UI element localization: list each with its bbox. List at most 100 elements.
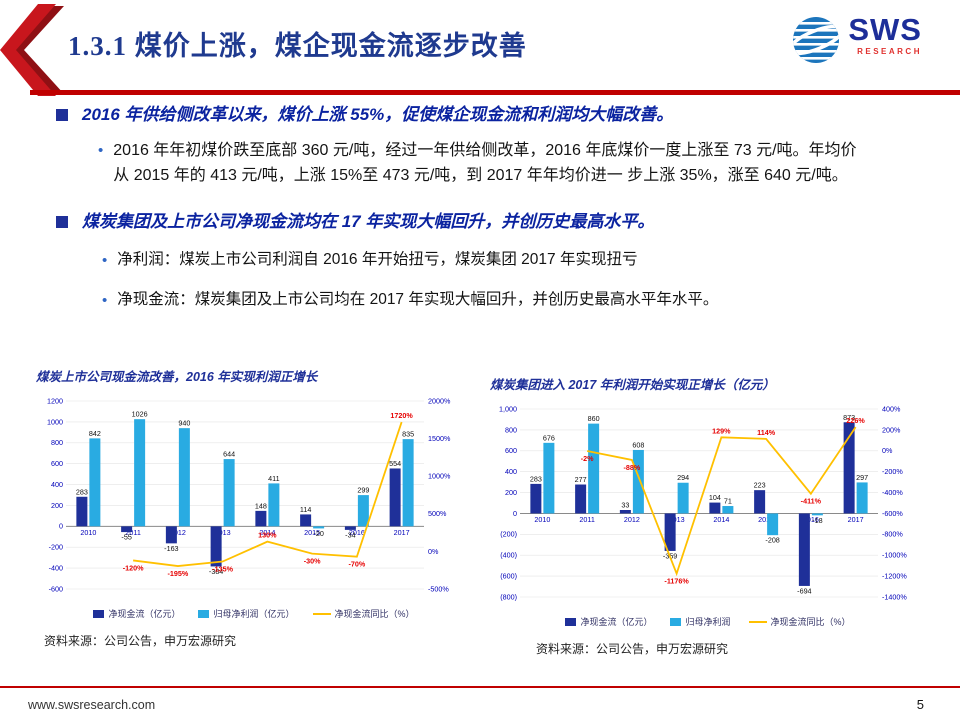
chart-legend: 净现金流（亿元） 归母净利润 净现金流同比（%） <box>480 615 936 628</box>
svg-text:644: 644 <box>223 450 235 459</box>
svg-text:(200): (200) <box>500 530 517 539</box>
svg-text:1000%: 1000% <box>428 472 451 481</box>
svg-text:800: 800 <box>505 425 517 434</box>
source-note-right: 资料来源：公司公告，申万宏源研究 <box>536 642 729 656</box>
svg-text:1,000: 1,000 <box>499 404 517 413</box>
bullet-2-title: 煤炭集团及上市公司净现金流均在 17 年实现大幅回升，并创历史最高水平。 <box>82 211 655 231</box>
svg-text:148: 148 <box>255 501 267 510</box>
svg-text:-600%: -600% <box>882 509 903 518</box>
logo-subtext: RESEARCH <box>857 47 922 56</box>
combo-chart-listed-companies: -600 -400 -200 0 200 400 600 800 1000 1200 -500% 0%… <box>47 396 451 593</box>
svg-text:2017: 2017 <box>848 515 864 524</box>
bullet-1-sub-text: 2016 年年初煤价跌至底部 360 元/吨，经过一年供给侧改革，2016 年底… <box>113 141 857 184</box>
svg-text:-1200%: -1200% <box>882 572 907 581</box>
svg-text:71: 71 <box>724 497 732 506</box>
bullet-2: 煤炭集团及上市公司净现金流均在 17 年实现大幅回升，并创历史最高水平。 <box>56 211 932 234</box>
content-area: 2016 年供给侧改革以来，煤价上涨 55%，促使煤企现金流和利润均大幅改善。 … <box>56 104 932 312</box>
svg-text:-208: -208 <box>765 536 779 545</box>
legend-item: 归母净利润 <box>670 615 731 628</box>
svg-text:2012: 2012 <box>624 515 640 524</box>
svg-text:2000%: 2000% <box>428 396 451 405</box>
bullet-1-title: 2016 年供给侧改革以来，煤价上涨 55%，促使煤企现金流和利润均大幅改善。 <box>82 105 674 124</box>
svg-text:223: 223 <box>754 481 766 490</box>
svg-text:277: 277 <box>575 475 587 484</box>
svg-text:600: 600 <box>51 459 63 468</box>
svg-text:1000: 1000 <box>47 417 63 426</box>
svg-text:1720%: 1720% <box>390 411 413 420</box>
svg-text:1026: 1026 <box>132 410 148 419</box>
sws-logo: SWS RESEARCH <box>790 14 922 66</box>
svg-text:-600: -600 <box>49 584 63 593</box>
svg-text:-163: -163 <box>164 544 178 553</box>
square-bullet-icon <box>56 215 68 228</box>
svg-text:1500%: 1500% <box>428 434 451 443</box>
footer-divider <box>0 686 960 688</box>
svg-text:-34: -34 <box>345 530 355 539</box>
dot-bullet-icon: • <box>98 141 104 159</box>
svg-text:835: 835 <box>402 430 414 439</box>
svg-text:-135%: -135% <box>212 565 233 574</box>
bullet-1: 2016 年供给侧改革以来，煤价上涨 55%，促使煤企现金流和利润均大幅改善。 <box>56 104 932 127</box>
bullet-1-paragraph: • 2016 年年初煤价跌至底部 360 元/吨，经过一年供给侧改革，2016 … <box>98 139 868 189</box>
svg-text:400: 400 <box>51 480 63 489</box>
dot-bullet-icon: • <box>102 252 108 270</box>
header-divider <box>30 90 960 95</box>
legend-item: 净现金流（亿元） <box>565 615 652 628</box>
svg-text:-18: -18 <box>812 516 822 525</box>
square-bullet-icon <box>56 109 68 121</box>
svg-text:200: 200 <box>505 488 517 497</box>
chart-block-listed-companies: 煤炭上市公司现金流改善，2016 年实现利润正增长 -600 -400 -200 0 2… <box>26 366 482 649</box>
svg-text:2015: 2015 <box>304 528 320 537</box>
svg-text:294: 294 <box>677 473 689 482</box>
legend-item: 净现金流（亿元） <box>93 607 180 620</box>
svg-text:-20: -20 <box>313 529 323 538</box>
svg-text:873: 873 <box>843 413 855 422</box>
combo-chart-coal-groups: (800) (600) (400) (200) 0 200 400 600 800 1,000 -1… <box>499 404 907 601</box>
svg-text:500%: 500% <box>428 509 447 518</box>
svg-text:33: 33 <box>621 500 629 509</box>
svg-text:(600): (600) <box>500 572 517 581</box>
svg-text:2011: 2011 <box>579 515 594 524</box>
logo-text: SWS <box>848 12 922 47</box>
svg-text:283: 283 <box>76 487 88 496</box>
svg-text:0%: 0% <box>882 446 893 455</box>
legend-item: 净现金流同比（%） <box>748 615 851 628</box>
svg-text:411: 411 <box>268 474 279 483</box>
svg-text:2010: 2010 <box>534 515 550 524</box>
svg-text:(800): (800) <box>500 592 517 601</box>
svg-text:842: 842 <box>89 429 101 438</box>
svg-text:2010: 2010 <box>80 528 96 537</box>
chart-title-right: 煤炭集团进入 2017 年利润开始实现正增长（亿元） <box>490 378 775 392</box>
dot-bullet-icon: • <box>102 291 108 309</box>
svg-text:129%: 129% <box>712 426 731 435</box>
svg-text:283: 283 <box>530 474 542 483</box>
svg-text:-500%: -500% <box>428 584 449 593</box>
svg-text:-411%: -411% <box>801 497 822 506</box>
bullet-2-sub-2: • 净现金流：煤炭集团及上市公司均在 2017 年实现大幅回升，并创历史最高水平… <box>102 289 932 312</box>
svg-text:0: 0 <box>513 509 517 518</box>
svg-text:104: 104 <box>709 493 721 502</box>
svg-text:2013: 2013 <box>215 528 231 537</box>
svg-text:-694: -694 <box>797 586 811 595</box>
sws-globe-icon <box>793 17 840 63</box>
svg-text:114%: 114% <box>757 428 776 437</box>
svg-text:2016: 2016 <box>349 528 365 537</box>
legend-item: 净现金流同比（%） <box>312 607 415 620</box>
svg-text:297: 297 <box>856 473 868 482</box>
svg-text:800: 800 <box>51 438 63 447</box>
svg-text:130%: 130% <box>258 531 277 540</box>
footer-link[interactable]: www.swsresearch.com <box>28 698 156 712</box>
svg-text:400: 400 <box>505 467 517 476</box>
svg-text:-195%: -195% <box>167 569 188 578</box>
svg-text:-70%: -70% <box>348 560 365 569</box>
bullet-2-sub-1: • 净利润：煤炭上市公司利润自 2016 年开始扭亏，煤炭集团 2017 年实现… <box>102 249 932 272</box>
svg-text:608: 608 <box>632 440 644 449</box>
svg-text:0%: 0% <box>428 547 439 556</box>
page-number: 5 <box>916 697 924 712</box>
svg-text:(400): (400) <box>500 551 517 560</box>
svg-text:-1400%: -1400% <box>882 592 907 601</box>
svg-text:-120%: -120% <box>123 563 144 572</box>
svg-text:1200: 1200 <box>47 396 63 405</box>
svg-text:2012: 2012 <box>170 528 186 537</box>
